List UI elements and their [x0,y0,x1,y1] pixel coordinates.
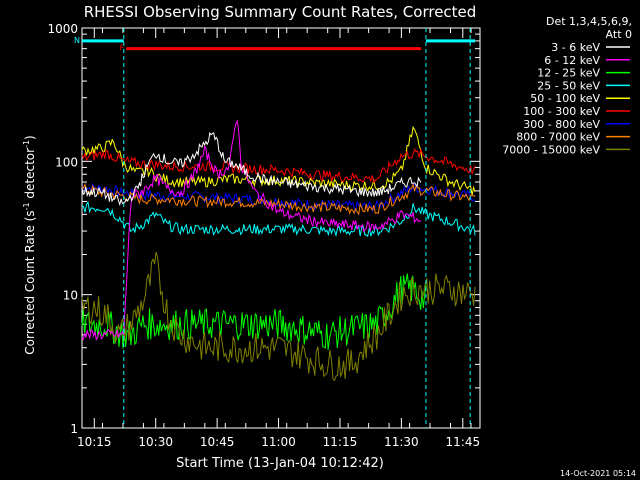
flags-layer: NF [74,28,476,428]
series-line [81,251,476,382]
series-line [81,119,422,341]
y-tick-label: 10 [63,289,78,303]
flag-label: N [74,36,80,45]
legend-label: 50 - 100 keV [530,92,600,105]
y-axis-label: Corrected Count Rate (s-1 detector-1) [22,135,37,354]
x-tick-label: 10:15 [77,435,112,449]
x-axis-label: Start Time (13-Jan-04 10:12:42) [176,456,384,471]
axes: 1 10 100 1000 10:15 10:30 10:45 11:00 11:15 11:30… [47,22,481,449]
series-layer [81,119,476,382]
legend-header-1: Det 1,3,4,5,6,9, [546,15,632,28]
legend-label: 25 - 50 keV [537,79,600,92]
footer-date: 14-Oct-2021 05:14 [560,469,636,478]
legend-label: 6 - 12 keV [544,54,600,67]
legend-label: 3 - 6 keV [551,41,600,54]
x-tick-label: 11:30 [384,435,419,449]
x-tick-label: 11:00 [261,435,296,449]
legend-header-2: Att 0 [606,28,632,41]
legend-label: 800 - 7000 keV [516,131,600,144]
legend-label: 12 - 25 keV [537,67,600,80]
y-tick-label: 1 [70,422,78,436]
legend-label: 7000 - 15000 keV [502,143,600,156]
series-line [81,147,476,184]
legend-label: 300 - 800 keV [523,118,600,131]
legend-label: 100 - 300 keV [523,105,600,118]
x-tick-label: 10:45 [200,435,235,449]
series-line [81,182,476,216]
series-line [81,125,476,196]
chart-title: RHESSI Observing Summary Count Rates, Co… [84,3,477,21]
series-line [81,131,422,207]
y-tick-label: 1000 [47,22,78,36]
x-tick-label: 11:45 [446,435,481,449]
flag-label: F [120,44,125,53]
plot-frame [81,27,481,429]
x-tick-label: 10:30 [138,435,173,449]
y-tick-label: 100 [55,155,78,169]
x-tick-label: 11:15 [323,435,358,449]
